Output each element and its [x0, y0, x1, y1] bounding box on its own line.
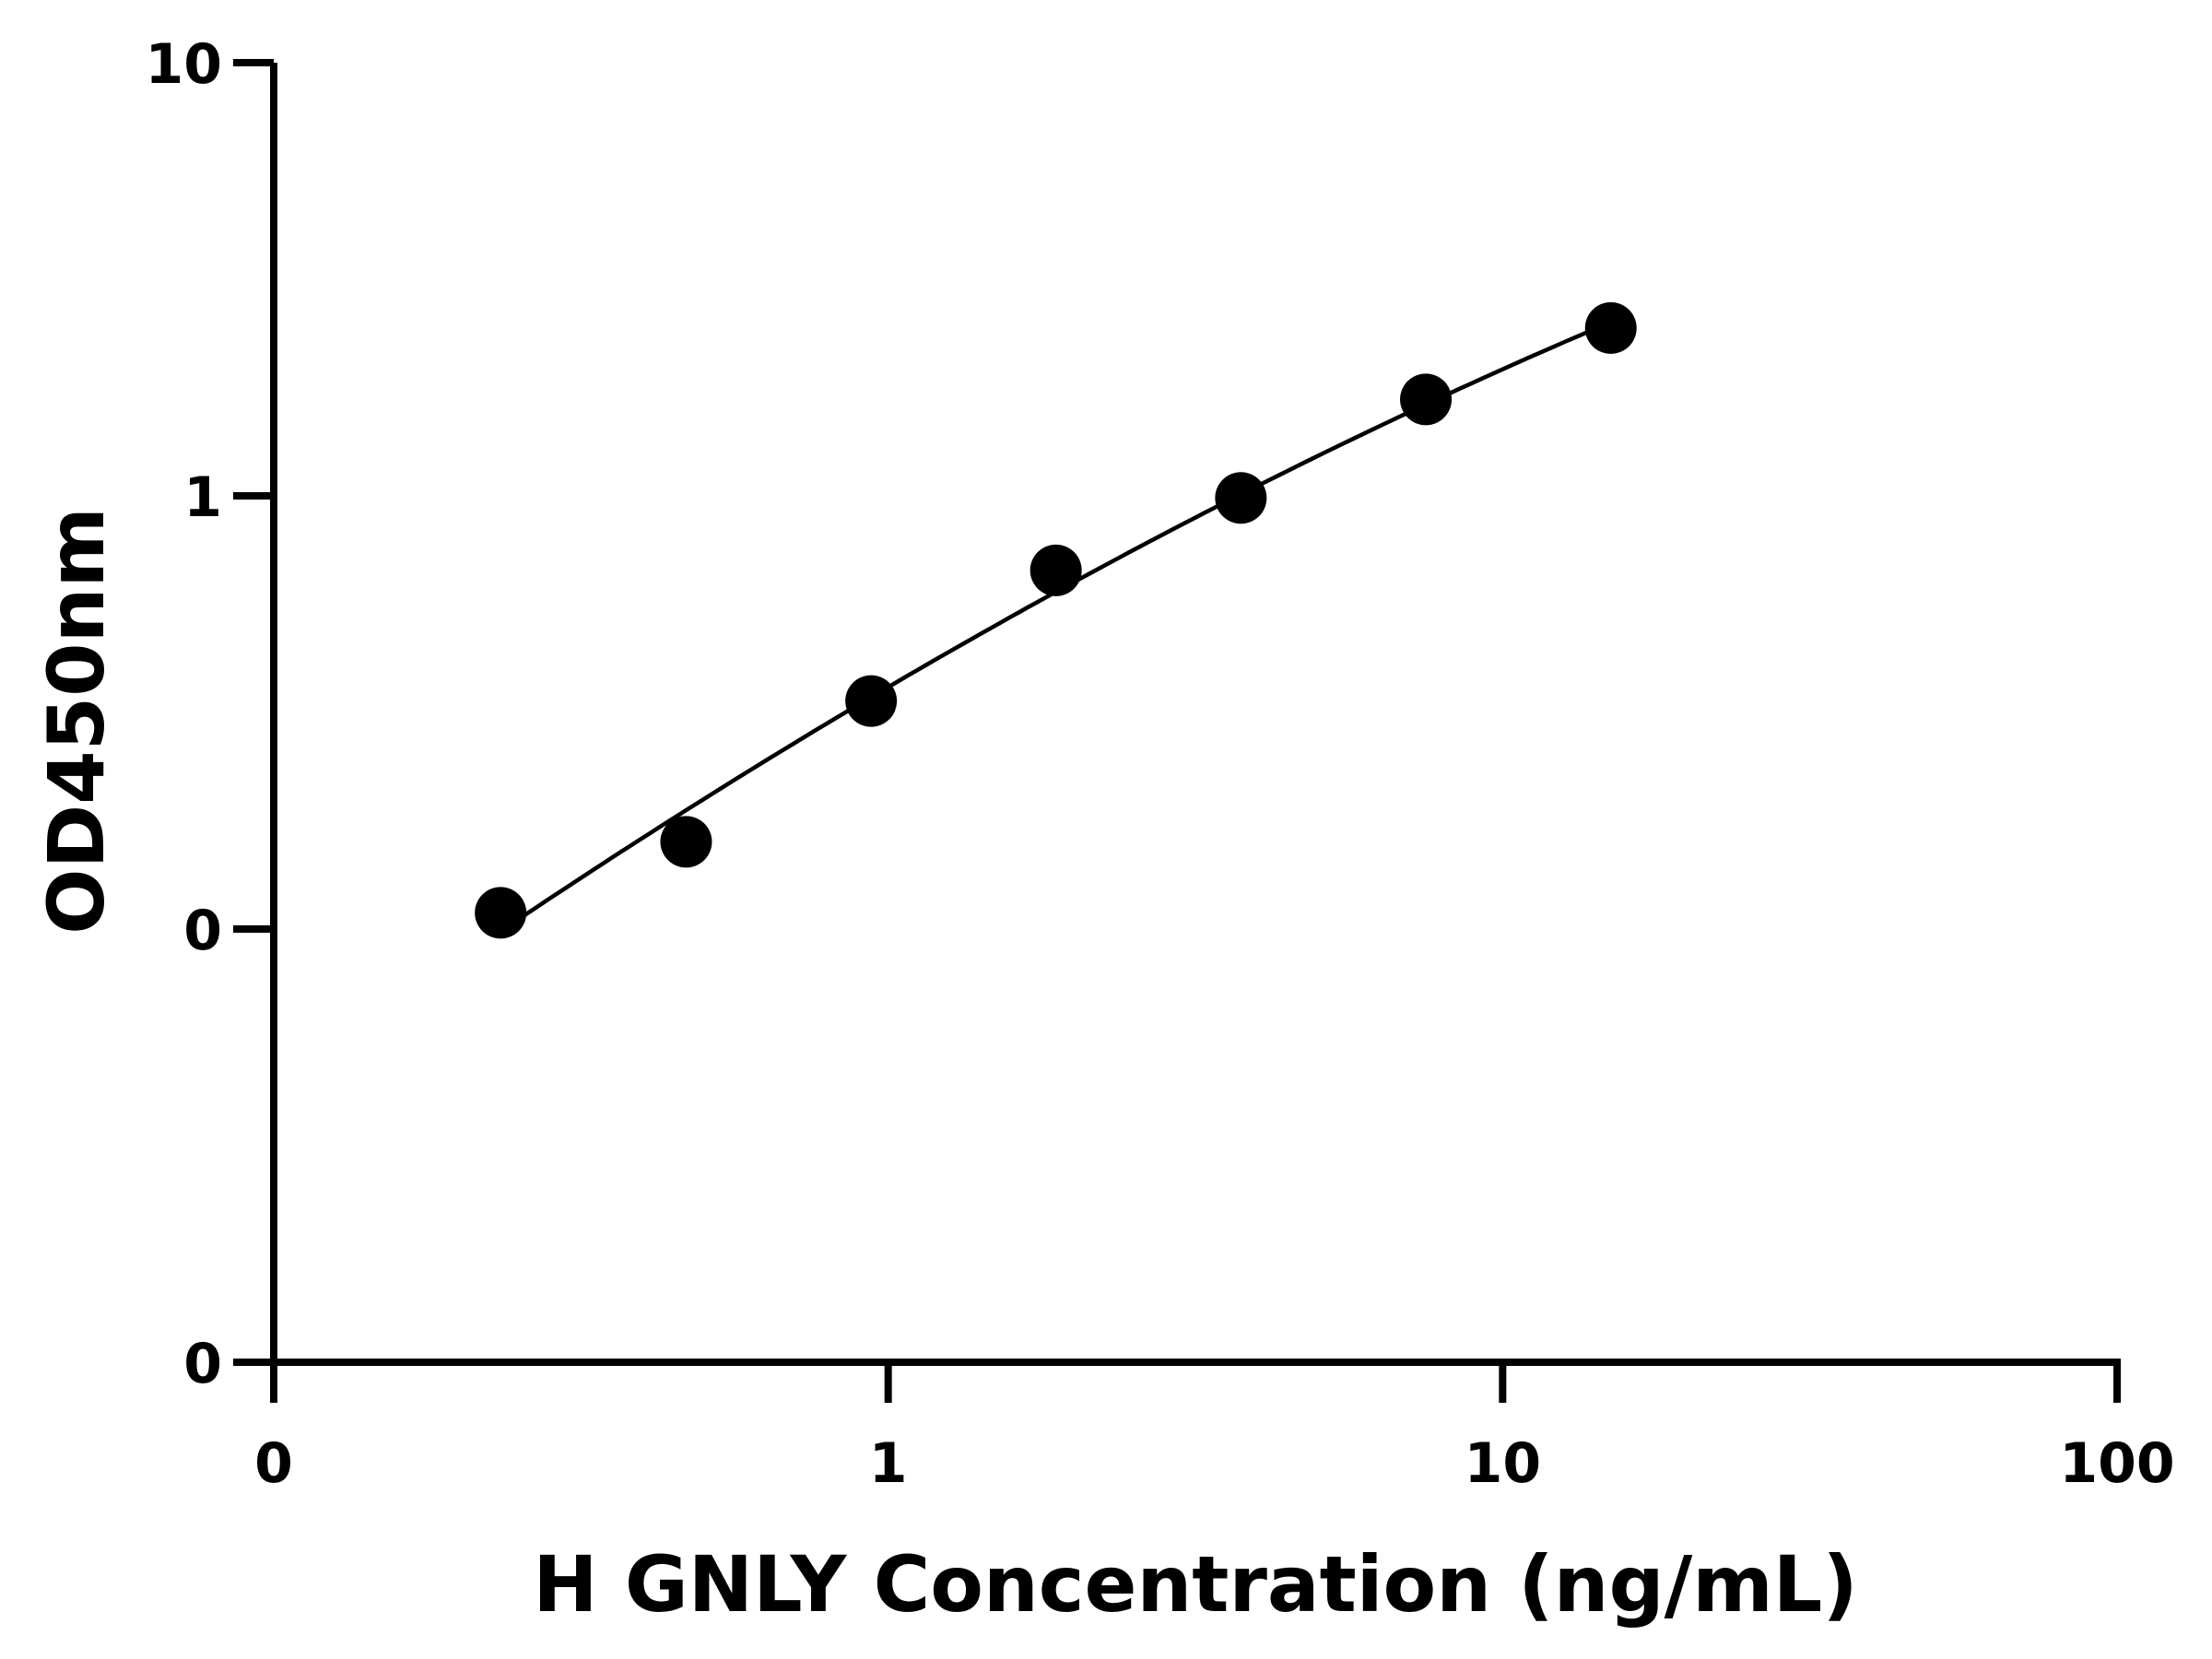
x-tick-label-0: 0 [254, 1431, 293, 1496]
y-axis-title: OD450nm [31, 507, 122, 935]
x-tick-label-3: 100 [2059, 1431, 2174, 1496]
data-point-5 [1400, 373, 1453, 426]
data-point-6 [1584, 301, 1637, 354]
axes [233, 63, 2121, 1366]
y-tick-label-0: 0 [183, 1332, 222, 1396]
data-point-4 [1215, 472, 1267, 524]
x-axis-title: H GNLY Concentration (ng/mL) [533, 1539, 1857, 1630]
x-tick-label-2: 10 [1465, 1431, 1542, 1496]
data-point-0 [475, 887, 527, 939]
data-point-1 [660, 816, 712, 868]
data-point-2 [845, 675, 898, 727]
x-tick-label-1: 1 [869, 1431, 908, 1496]
x-axis-ticks: 0 1 10 100 [254, 1362, 2175, 1496]
y-tick-label-3: 10 [146, 32, 223, 97]
y-tick-label-1: 0 [183, 899, 222, 963]
y-axis-ticks: 0 0 1 10 [146, 32, 274, 1396]
data-point-3 [1030, 544, 1082, 596]
y-tick-label-2: 1 [183, 465, 222, 530]
data-points [475, 301, 1637, 939]
